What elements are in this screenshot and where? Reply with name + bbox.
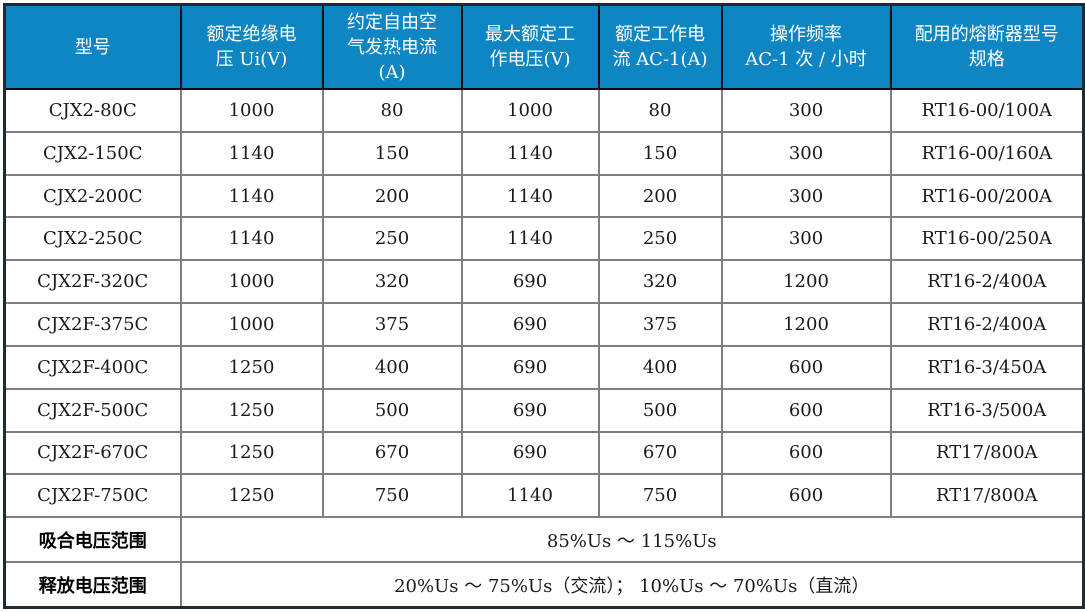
value-cell: 300	[720, 130, 892, 176]
value-cell: RT16-00/200A	[889, 173, 1085, 219]
value-cell: 600	[720, 387, 892, 433]
value-cell: RT16-00/250A	[889, 216, 1085, 262]
value-cell: 375	[597, 302, 723, 347]
value-cell: 670	[597, 430, 723, 476]
pickup-voltage-row: 吸合电压范围 85%Us ～ 115%Us	[3, 516, 1085, 564]
value-cell: 500	[321, 387, 463, 433]
table-row: CJX2F-400C 1250 400 690 400 600 RT16-3/450A	[3, 344, 1085, 390]
spec-table-body: CJX2-80C 1000 80 1000 80 300 RT16-00/100A CJX2-…	[3, 88, 1085, 519]
value-cell: 1140	[179, 216, 324, 262]
value-cell: 150	[321, 130, 463, 176]
spec-table-footer: 吸合电压范围 85%Us ～ 115%Us 释放电压范围 20%Us ～ 75%…	[3, 516, 1085, 609]
model-cell: CJX2F-500C	[3, 387, 182, 433]
value-cell: 690	[460, 259, 600, 305]
value-cell: 1140	[460, 473, 600, 519]
value-cell: 670	[321, 430, 463, 476]
value-cell: RT16-3/500A	[889, 387, 1085, 433]
row-label-pickup-voltage-range: 吸合电压范围	[3, 516, 182, 564]
model-cell: CJX2F-375C	[3, 302, 182, 347]
value-cell: 200	[321, 173, 463, 219]
table-row: CJX2F-670C 1250 670 690 670 600 RT17/800A	[3, 430, 1085, 476]
model-cell: CJX2F-750C	[3, 473, 182, 519]
model-cell: CJX2F-670C	[3, 430, 182, 476]
model-cell: CJX2-200C	[3, 173, 182, 219]
table-row: CJX2F-375C 1000 375 690 375 1200 RT16-2/400A	[3, 302, 1085, 347]
pickup-voltage-range-value: 85%Us ～ 115%Us	[179, 516, 1085, 564]
value-cell: 690	[460, 344, 600, 390]
col-header-matching-fuse-model: 配用的熔断器型号 规格	[889, 3, 1085, 90]
value-cell: RT16-2/400A	[889, 302, 1085, 347]
value-cell: 250	[597, 216, 723, 262]
table-row: CJX2-200C 1140 200 1140 200 300 RT16-00/200A	[3, 173, 1085, 219]
value-cell: 300	[720, 173, 892, 219]
value-cell: 400	[321, 344, 463, 390]
value-cell: 600	[720, 473, 892, 519]
value-cell: 690	[460, 302, 600, 347]
value-cell: 750	[321, 473, 463, 519]
value-cell: RT17/800A	[889, 430, 1085, 476]
release-voltage-range-value: 20%Us ～ 75%Us（交流）； 10%Us ～ 70%Us（直流）	[179, 561, 1085, 609]
value-cell: 600	[720, 430, 892, 476]
value-cell: 1000	[460, 88, 600, 133]
value-cell: 1200	[720, 302, 892, 347]
value-cell: 1250	[179, 387, 324, 433]
col-header-rated-operational-current-ac1: 额定工作电 流 AC-1(A)	[597, 3, 723, 90]
value-cell: 1250	[179, 344, 324, 390]
value-cell: 250	[321, 216, 463, 262]
contactor-spec-table: 型号 额定绝缘电 压 Ui(V) 约定自由空 气发热电流 (A) 最大额定工 作…	[3, 3, 1085, 609]
value-cell: RT16-00/100A	[889, 88, 1085, 133]
col-header-operating-frequency: 操作频率 AC-1 次 / 小时	[720, 3, 892, 90]
value-cell: 1250	[179, 473, 324, 519]
table-row: CJX2-250C 1140 250 1140 250 300 RT16-00/250A	[3, 216, 1085, 262]
table-row: CJX2F-500C 1250 500 690 500 600 RT16-3/500A	[3, 387, 1085, 433]
model-cell: CJX2F-400C	[3, 344, 182, 390]
model-cell: CJX2F-320C	[3, 259, 182, 305]
value-cell: 400	[597, 344, 723, 390]
model-cell: CJX2-250C	[3, 216, 182, 262]
value-cell: 600	[720, 344, 892, 390]
table-row: CJX2-150C 1140 150 1140 150 300 RT16-00/160A	[3, 130, 1085, 176]
value-cell: 1000	[179, 88, 324, 133]
value-cell: 80	[597, 88, 723, 133]
value-cell: 1000	[179, 259, 324, 305]
value-cell: 300	[720, 216, 892, 262]
table-row: CJX2-80C 1000 80 1000 80 300 RT16-00/100A	[3, 88, 1085, 133]
value-cell: 200	[597, 173, 723, 219]
value-cell: 80	[321, 88, 463, 133]
col-header-conventional-free-air-thermal-current: 约定自由空 气发热电流 (A)	[321, 3, 463, 90]
value-cell: 150	[597, 130, 723, 176]
value-cell: 320	[321, 259, 463, 305]
value-cell: 500	[597, 387, 723, 433]
value-cell: 375	[321, 302, 463, 347]
value-cell: RT16-2/400A	[889, 259, 1085, 305]
model-cell: CJX2-150C	[3, 130, 182, 176]
value-cell: 750	[597, 473, 723, 519]
value-cell: RT17/800A	[889, 473, 1085, 519]
value-cell: 1140	[179, 130, 324, 176]
value-cell: RT16-3/450A	[889, 344, 1085, 390]
value-cell: 1250	[179, 430, 324, 476]
value-cell: 690	[460, 387, 600, 433]
value-cell: 690	[460, 430, 600, 476]
release-voltage-row: 释放电压范围 20%Us ～ 75%Us（交流）； 10%Us ～ 70%Us（…	[3, 561, 1085, 609]
value-cell: 1140	[460, 130, 600, 176]
value-cell: 300	[720, 88, 892, 133]
table-row: CJX2F-320C 1000 320 690 320 1200 RT16-2/400A	[3, 259, 1085, 305]
value-cell: 1140	[179, 173, 324, 219]
value-cell: 1140	[460, 173, 600, 219]
col-header-model: 型号	[3, 3, 182, 90]
value-cell: 1140	[460, 216, 600, 262]
row-label-release-voltage-range: 释放电压范围	[3, 561, 182, 609]
table-row: CJX2F-750C 1250 750 1140 750 600 RT17/800A	[3, 473, 1085, 519]
col-header-rated-insulation-voltage: 额定绝缘电 压 Ui(V)	[179, 3, 324, 90]
col-header-max-rated-operational-voltage: 最大额定工 作电压(V)	[460, 3, 600, 90]
model-cell: CJX2-80C	[3, 88, 182, 133]
value-cell: 1200	[720, 259, 892, 305]
value-cell: 1000	[179, 302, 324, 347]
header-row: 型号 额定绝缘电 压 Ui(V) 约定自由空 气发热电流 (A) 最大额定工 作…	[3, 3, 1085, 90]
value-cell: RT16-00/160A	[889, 130, 1085, 176]
value-cell: 320	[597, 259, 723, 305]
table-header: 型号 额定绝缘电 压 Ui(V) 约定自由空 气发热电流 (A) 最大额定工 作…	[3, 3, 1085, 90]
